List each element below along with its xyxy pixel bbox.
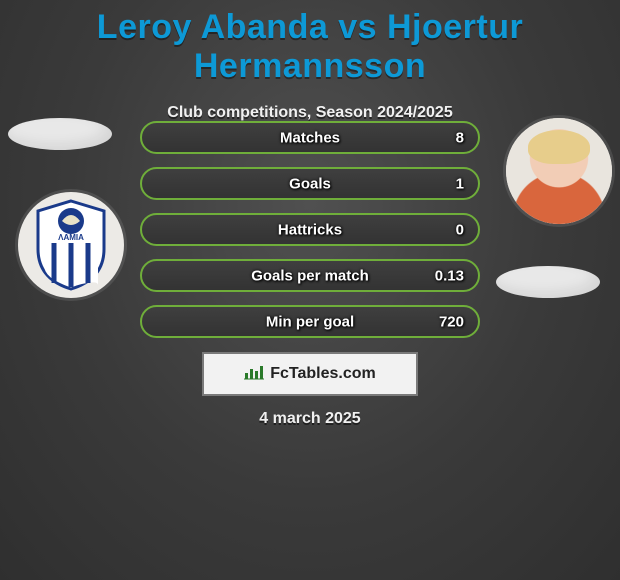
stat-value: 8 [456,129,464,146]
stat-row: Hattricks 0 [140,213,480,246]
club-crest-icon: ΛΑΜΙΑ [32,199,110,291]
page-title: Leroy Abanda vs Hjoertur Hermannsson [0,0,620,86]
stat-row: Min per goal 720 [140,305,480,338]
stat-value: 0.13 [435,267,464,284]
player-right-block [496,118,612,298]
date-text: 4 march 2025 [0,410,620,428]
stat-label: Goals [142,175,478,192]
player-right-photo [506,118,612,224]
player-left-oval [8,118,112,150]
brand-box: FcTables.com [202,352,418,396]
stat-row: Goals per match 0.13 [140,259,480,292]
crest-text: ΛΑΜΙΑ [58,233,84,242]
stat-label: Goals per match [142,267,478,284]
stat-row: Goals 1 [140,167,480,200]
face-icon [506,118,612,224]
club-crest-circle: ΛΑΜΙΑ [18,192,124,298]
stat-value: 1 [456,175,464,192]
stat-label: Hattricks [142,221,478,238]
stat-label: Matches [142,129,478,146]
bar-chart-icon [244,364,264,385]
brand-text: FcTables.com [270,365,376,383]
stat-label: Min per goal [142,313,478,330]
stat-value: 720 [439,313,464,330]
player-right-oval [496,266,600,298]
stat-row: Matches 8 [140,121,480,154]
player-left-block: ΛΑΜΙΑ [8,118,124,298]
stat-value: 0 [456,221,464,238]
stat-bars: Matches 8 Goals 1 Hattricks 0 Goals per … [140,121,480,351]
